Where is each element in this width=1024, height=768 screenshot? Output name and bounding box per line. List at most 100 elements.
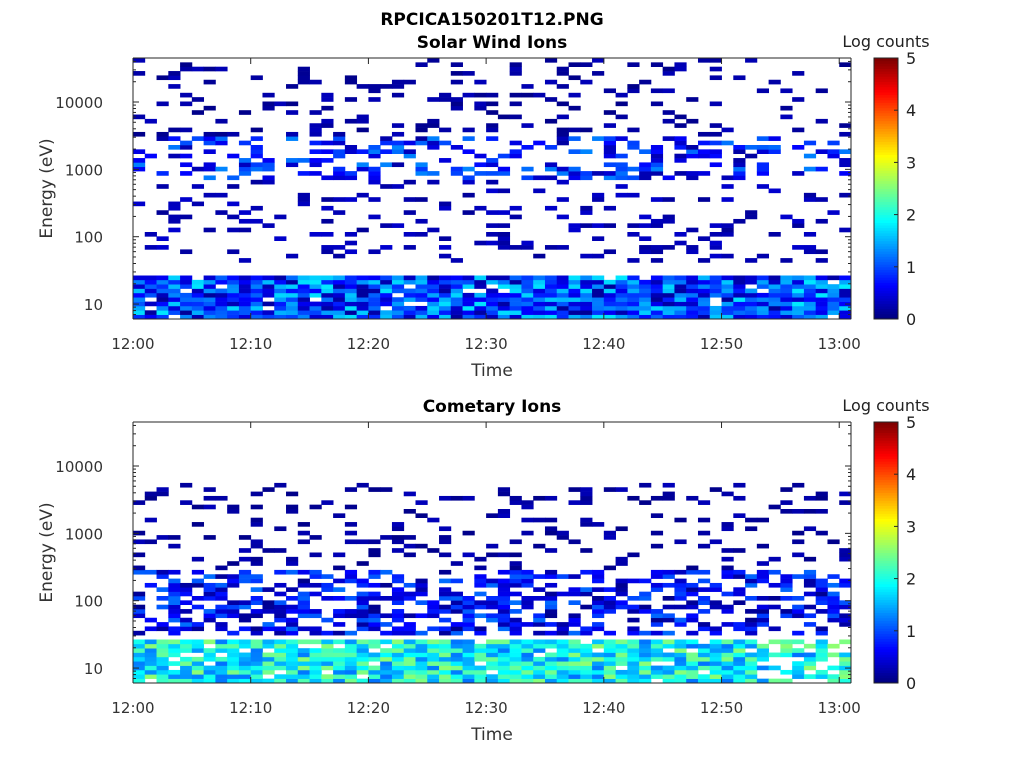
heatmap-cell — [286, 310, 299, 315]
heatmap-cell — [497, 652, 511, 658]
x-tick-label: 12:10 — [229, 335, 272, 353]
heatmap-cell — [238, 574, 252, 579]
heatmap-cell — [721, 678, 734, 684]
heatmap-cell — [227, 578, 240, 584]
heatmap-cell — [203, 301, 216, 307]
heatmap-cell — [603, 145, 616, 150]
heatmap-cell — [497, 604, 511, 610]
heatmap-cell — [544, 661, 558, 666]
heatmap-cell — [686, 249, 699, 255]
heatmap-cell — [839, 62, 852, 67]
heatmap-cell — [333, 136, 346, 141]
heatmap-cell — [321, 288, 334, 294]
heatmap-cell — [380, 639, 393, 645]
heatmap-cell — [356, 652, 369, 658]
heatmap-cell — [168, 643, 181, 649]
heatmap-cell — [144, 517, 157, 523]
heatmap-cell — [580, 79, 593, 85]
heatmap-cell — [321, 197, 334, 202]
heatmap-cell — [509, 140, 522, 146]
heatmap-cell — [474, 292, 487, 298]
heatmap-cell — [286, 297, 299, 302]
heatmap-cell — [168, 305, 181, 311]
heatmap-cell — [415, 279, 428, 285]
heatmap-cell — [815, 630, 828, 636]
heatmap-cell — [544, 574, 558, 579]
heatmap-cell — [686, 617, 699, 623]
heatmap-cell — [592, 609, 605, 614]
heatmap-cell — [733, 626, 746, 632]
heatmap-cell — [450, 643, 463, 649]
heatmap-cell — [803, 556, 817, 562]
heatmap-cell — [309, 140, 322, 146]
colorbar-swatch — [874, 175, 898, 179]
heatmap-cell — [662, 288, 675, 294]
heatmap-cell — [792, 613, 805, 619]
heatmap-cell — [415, 136, 428, 141]
heatmap-cell — [203, 66, 216, 72]
heatmap-cell — [156, 284, 169, 289]
heatmap-cell — [309, 665, 322, 671]
heatmap-cell — [344, 197, 358, 202]
heatmap-cell — [686, 591, 699, 597]
heatmap-cell — [615, 284, 628, 289]
heatmap-cell — [544, 495, 558, 501]
heatmap-cell — [815, 218, 828, 224]
heatmap-cell — [650, 656, 664, 662]
heatmap-cell — [215, 292, 228, 298]
heatmap-cell — [603, 674, 616, 679]
heatmap-cell — [509, 205, 522, 211]
heatmap-cell — [615, 648, 628, 653]
heatmap-cell — [191, 297, 205, 302]
heatmap-cell — [486, 648, 499, 653]
colorbar-tick-label: 2 — [906, 206, 916, 225]
heatmap-cell — [203, 288, 216, 294]
heatmap-cell — [191, 201, 205, 207]
heatmap-cell — [368, 88, 381, 94]
colorbar-tick-label: 0 — [906, 674, 916, 693]
heatmap-cell — [391, 288, 405, 294]
heatmap-cell — [368, 617, 381, 623]
heatmap-cell — [156, 669, 169, 675]
heatmap-cell — [191, 310, 205, 315]
heatmap-cell — [368, 97, 381, 102]
heatmap-cell — [697, 674, 711, 679]
heatmap-cell — [756, 284, 770, 289]
heatmap-cell — [474, 279, 487, 285]
heatmap-cell — [709, 643, 722, 649]
heatmap-cell — [450, 630, 463, 636]
heatmap-cell — [450, 310, 463, 315]
heatmap-cell — [627, 310, 640, 315]
heatmap-cell — [662, 197, 675, 202]
heatmap-cell — [697, 140, 711, 146]
heatmap-cell — [662, 136, 675, 141]
heatmap-cell — [733, 643, 746, 649]
heatmap-cell — [450, 665, 463, 671]
heatmap-cell — [674, 648, 687, 653]
colorbar-swatch — [874, 170, 898, 174]
heatmap-cell — [274, 674, 287, 679]
heatmap-cell — [721, 127, 734, 133]
heatmap-cell — [391, 600, 405, 605]
heatmap-cell — [792, 218, 805, 224]
heatmap-cell — [391, 656, 405, 662]
heatmap-cell — [674, 310, 687, 315]
heatmap-cell — [497, 314, 511, 320]
heatmap-cell — [674, 643, 687, 649]
colorbar-swatch — [874, 94, 898, 98]
heatmap-cell — [415, 543, 428, 549]
heatmap-cell — [768, 188, 781, 194]
heatmap-cell — [650, 223, 664, 228]
colorbar-swatch — [874, 518, 898, 522]
heatmap-cell — [356, 582, 369, 588]
heatmap-cell — [745, 630, 758, 636]
y-axis-label: Energy (eV) — [37, 138, 57, 238]
heatmap-cell — [580, 491, 593, 497]
heatmap-cell — [250, 301, 263, 307]
colorbar-swatch — [874, 91, 898, 96]
heatmap-cell — [309, 609, 322, 614]
heatmap-cell — [509, 630, 522, 636]
heatmap-cell — [356, 678, 369, 684]
heatmap-cell — [391, 275, 405, 281]
heatmap-cell — [380, 301, 393, 307]
